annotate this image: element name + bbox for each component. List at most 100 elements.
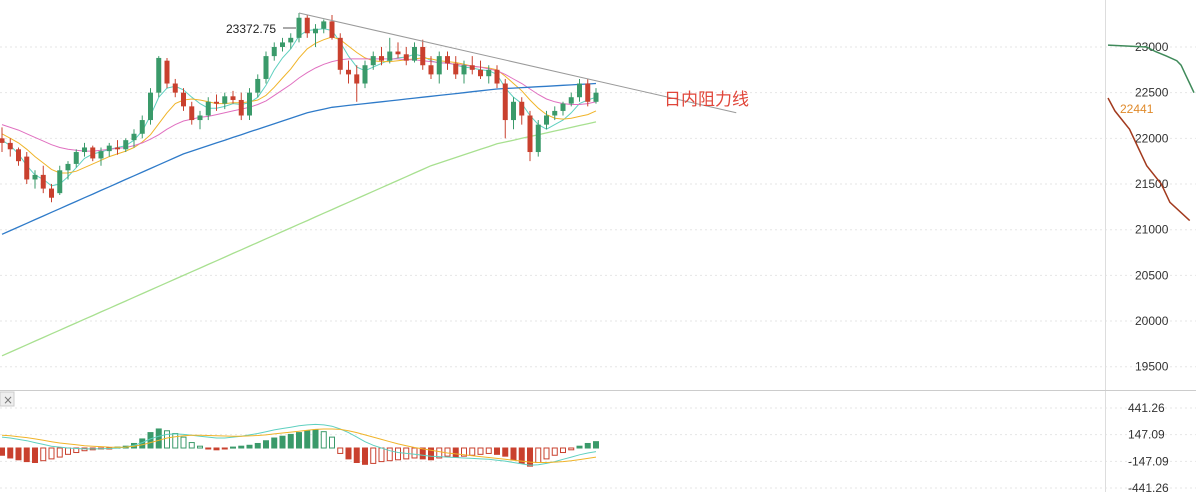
macd-bar bbox=[593, 441, 599, 449]
bid-depth-line bbox=[1107, 97, 1191, 222]
candle-body bbox=[7, 142, 13, 150]
macd-bar bbox=[386, 447, 393, 462]
ask-depth-line bbox=[1107, 44, 1195, 94]
macd-bar bbox=[485, 447, 492, 454]
macd-bar bbox=[164, 430, 170, 449]
candle-body bbox=[32, 174, 38, 180]
macd-bar bbox=[353, 447, 360, 464]
macd-bar bbox=[362, 447, 368, 465]
moving-average-line bbox=[1, 82, 597, 235]
candle-body bbox=[40, 174, 46, 189]
candle-body bbox=[123, 140, 129, 150]
macd-bar bbox=[213, 447, 220, 451]
macd-bar bbox=[304, 430, 311, 449]
macd-y-tick-label: -147.09 bbox=[1128, 454, 1169, 468]
main-grid bbox=[0, 0, 1196, 390]
candle-body bbox=[288, 37, 294, 43]
candle-body bbox=[115, 147, 120, 150]
macd-bar bbox=[263, 440, 269, 449]
macd-bar bbox=[469, 447, 476, 456]
candle-body bbox=[354, 74, 360, 84]
macd-bar bbox=[452, 447, 459, 458]
macd-bar bbox=[230, 446, 236, 449]
candle-body bbox=[255, 78, 261, 93]
macd-bar bbox=[527, 447, 533, 467]
macd-y-axis: 441.26 147.09 -147.09 -441.26 bbox=[1128, 401, 1169, 492]
macd-bar bbox=[510, 447, 517, 461]
macd-bar bbox=[419, 447, 426, 460]
candle-body bbox=[568, 97, 574, 104]
candle-body bbox=[24, 156, 30, 180]
candle-body bbox=[57, 170, 63, 194]
candle-body bbox=[0, 138, 5, 143]
main-y-axis: 23000 22500 22000 21500 21000 20500 20000 19500 bbox=[1135, 40, 1169, 374]
candle-body bbox=[387, 51, 393, 61]
macd-bar bbox=[436, 447, 443, 459]
candle-body bbox=[577, 83, 582, 98]
macd-bar bbox=[188, 442, 195, 449]
macd-y-tick-label: 441.26 bbox=[1128, 401, 1165, 415]
macd-bar bbox=[197, 445, 203, 449]
candle-body bbox=[296, 17, 302, 38]
macd-bar bbox=[477, 447, 484, 455]
candle-body bbox=[16, 149, 21, 162]
candle-body bbox=[321, 21, 327, 29]
macd-bar bbox=[271, 437, 278, 449]
macd-bar bbox=[551, 447, 558, 456]
close-pane-button[interactable] bbox=[0, 391, 15, 407]
macd-bar bbox=[0, 447, 5, 456]
candle-body bbox=[420, 46, 426, 66]
y-tick-label: 22500 bbox=[1135, 86, 1169, 100]
last-price-label: 22441 bbox=[1120, 102, 1154, 116]
candle-body bbox=[131, 133, 137, 141]
candle-body bbox=[403, 54, 409, 61]
y-tick-label: 21000 bbox=[1135, 223, 1169, 237]
y-tick-label: 23000 bbox=[1135, 40, 1169, 54]
y-tick-label: 19500 bbox=[1135, 360, 1169, 374]
candle-body bbox=[181, 92, 186, 107]
macd-bar bbox=[378, 447, 385, 463]
candle-body bbox=[238, 99, 244, 116]
macd-bar bbox=[337, 447, 344, 454]
macd-bar bbox=[568, 447, 575, 451]
moving-average-line bbox=[1, 121, 597, 357]
candle-body bbox=[544, 115, 549, 125]
candle-body bbox=[214, 101, 219, 104]
macd-lines bbox=[1, 423, 597, 466]
macd-bar bbox=[444, 447, 451, 457]
candle-body bbox=[502, 83, 508, 121]
macd-signal-line bbox=[1, 428, 597, 463]
candle-body bbox=[379, 56, 384, 61]
macd-bar bbox=[65, 447, 71, 455]
macd-bar bbox=[180, 436, 187, 449]
resistance-annotation: 日内阻力线 bbox=[664, 90, 749, 110]
macd-bar bbox=[494, 447, 500, 455]
candle-body bbox=[222, 96, 228, 104]
macd-bar bbox=[312, 429, 319, 449]
candle-body bbox=[494, 69, 500, 84]
close-icon: × bbox=[3, 393, 13, 407]
candle-body bbox=[156, 57, 162, 93]
macd-bar bbox=[584, 442, 591, 449]
macd-bar bbox=[155, 428, 162, 449]
candle-body bbox=[535, 124, 541, 153]
macd-y-tick-label: -441.26 bbox=[1128, 481, 1169, 492]
macd-bar bbox=[254, 442, 261, 449]
candle-body bbox=[271, 46, 277, 57]
candle-body bbox=[65, 163, 71, 171]
macd-bar bbox=[428, 447, 434, 461]
macd-bar bbox=[23, 447, 30, 463]
depth-chart bbox=[1107, 44, 1195, 222]
candle-body bbox=[552, 110, 558, 116]
macd-bar bbox=[221, 447, 228, 450]
resistance-trendline bbox=[298, 12, 737, 114]
candle-body bbox=[304, 17, 310, 34]
macd-bar bbox=[320, 431, 327, 449]
candle-body bbox=[461, 65, 467, 75]
candle-body bbox=[263, 56, 269, 79]
candle-body bbox=[428, 65, 434, 75]
macd-bar bbox=[32, 447, 38, 464]
macd-bar bbox=[502, 447, 509, 457]
macd-bar bbox=[56, 447, 63, 458]
